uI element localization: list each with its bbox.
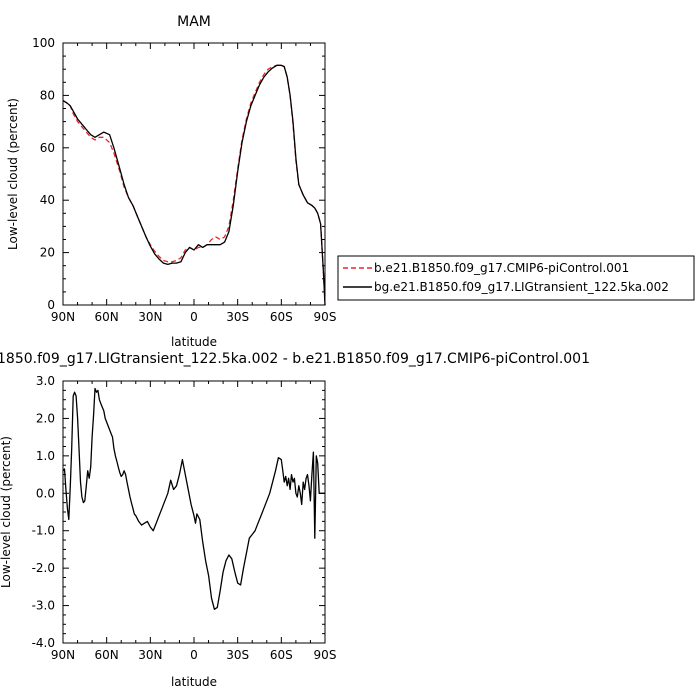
top-chart-title: MAM <box>177 14 211 30</box>
bottom-x-tick-label: 30S <box>226 648 249 662</box>
bottom-y-tick-label: 3.0 <box>36 374 55 388</box>
bottom-y-tick-label: -2.0 <box>32 561 55 575</box>
bottom-x-tick-label: 30N <box>138 648 162 662</box>
top-y-tick-label: 40 <box>40 193 55 207</box>
legend: b.e21.B1850.f09_g17.CMIP6-piControl.001 … <box>337 255 695 301</box>
top-plot-frame <box>62 42 326 306</box>
bottom-panel: bg.e21.B1850.f09_g17.LIGtransient_122.5k… <box>0 351 590 689</box>
bottom-x-tick-label: 90S <box>314 648 337 662</box>
top-series-lines <box>62 64 326 306</box>
top-y-tick-label: 60 <box>40 141 55 155</box>
bottom-x-tick-label: 0 <box>190 648 198 662</box>
bottom-plot-frame <box>62 380 326 644</box>
top-x-axis-label: latitude <box>171 335 217 349</box>
bottom-y-ticks: 3.0 2.0 1.0 0.0 -1.0 -2.0 -3.0 -4.0 <box>32 374 325 650</box>
legend-label-LIGtransient: bg.e21.B1850.f09_g17.LIGtransient_122.5k… <box>374 280 669 294</box>
top-series-line-0 <box>62 64 326 306</box>
bottom-series-lines <box>62 387 325 610</box>
bottom-x-tick-label: 60S <box>270 648 293 662</box>
top-x-tick-label: 30N <box>138 310 162 324</box>
bottom-chart-title: bg.e21.B1850.f09_g17.LIGtransient_122.5k… <box>0 351 590 367</box>
top-y-tick-label: 80 <box>40 88 55 102</box>
top-y-tick-label: 100 <box>32 36 55 50</box>
top-x-tick-label: 60N <box>95 310 119 324</box>
bottom-y-axis-label: Low-level cloud (percent) <box>0 436 13 588</box>
bottom-y-tick-label: -1.0 <box>32 524 55 538</box>
top-x-tick-label: 0 <box>190 310 198 324</box>
bottom-x-axis-label: latitude <box>171 675 217 689</box>
top-panel: MAM 90N 60N 30N 0 30S 60S 90S 0 20 40 60 80 100 lat… <box>6 14 336 349</box>
top-series-line-1 <box>62 64 326 306</box>
top-x-tick-label: 30S <box>226 310 249 324</box>
top-y-ticks: 0 20 40 60 80 100 <box>32 36 325 312</box>
bottom-y-tick-label: 2.0 <box>36 411 55 425</box>
bottom-x-tick-label: 60N <box>95 648 119 662</box>
bottom-series-line-0 <box>62 387 325 610</box>
bottom-y-tick-label: -4.0 <box>32 636 55 650</box>
bottom-x-ticks: 90N 60N 30N 0 30S 60S 90S <box>51 381 337 662</box>
top-x-tick-label: 90S <box>314 310 337 324</box>
top-y-tick-label: 0 <box>47 298 55 312</box>
top-x-ticks: 90N 60N 30N 0 30S 60S 90S <box>51 43 337 324</box>
top-y-axis-label: Low-level cloud (percent) <box>6 98 20 250</box>
legend-label-piControl: b.e21.B1850.f09_g17.CMIP6-piControl.001 <box>374 261 629 275</box>
top-x-tick-label: 60S <box>270 310 293 324</box>
bottom-y-tick-label: 0.0 <box>36 486 55 500</box>
bottom-x-tick-label: 90N <box>51 648 75 662</box>
top-x-tick-label: 90N <box>51 310 75 324</box>
legend-box <box>337 255 695 301</box>
bottom-y-tick-label: -3.0 <box>32 599 55 613</box>
bottom-y-tick-label: 1.0 <box>36 449 55 463</box>
top-y-tick-label: 20 <box>40 246 55 260</box>
